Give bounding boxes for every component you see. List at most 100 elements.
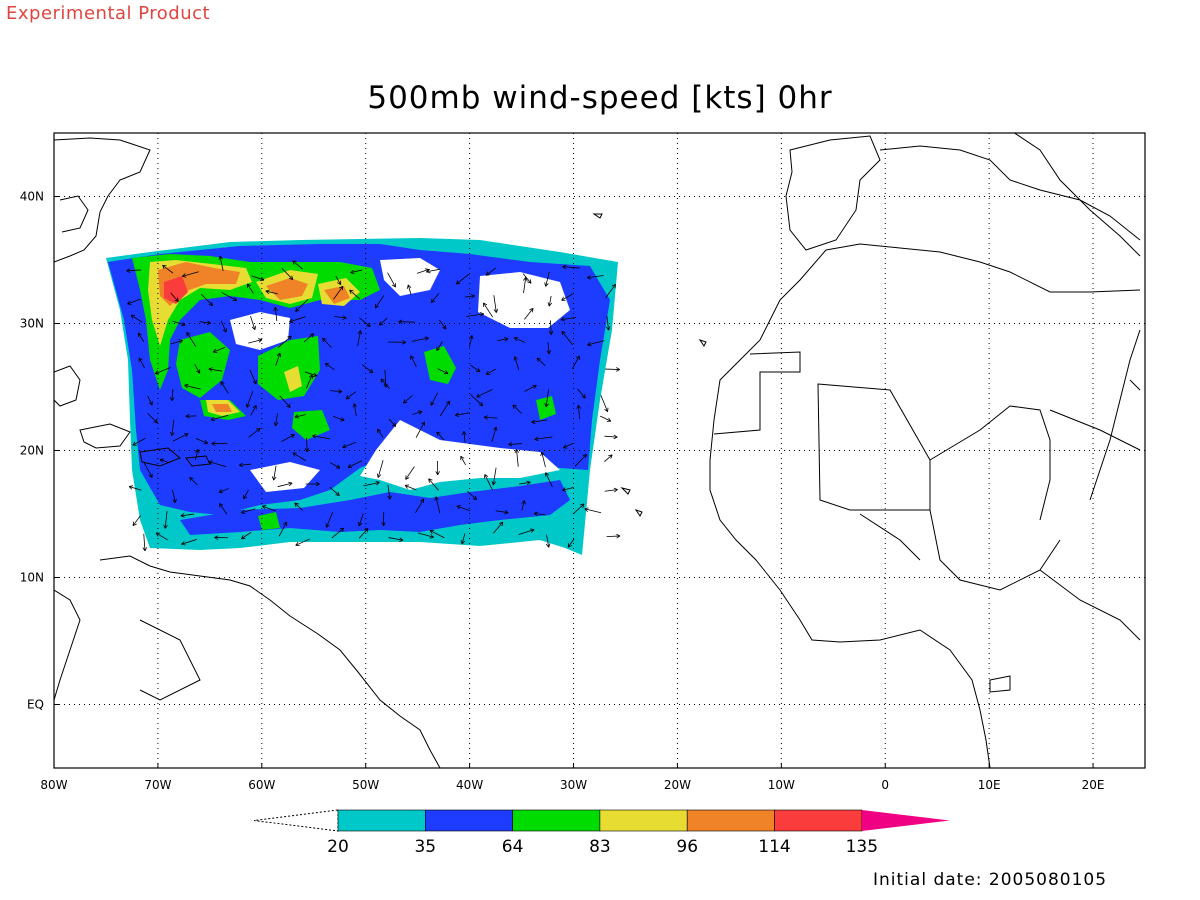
coastlines — [54, 133, 1141, 768]
wind-arrow — [273, 306, 278, 322]
wind-arrow — [292, 260, 303, 270]
experimental-product-label: Experimental Product — [6, 3, 211, 24]
graticule — [54, 133, 1145, 768]
lat-label: 10N — [20, 571, 44, 585]
wind-arrow — [387, 272, 396, 288]
wind-arrow — [305, 481, 320, 487]
lon-label: 0 — [881, 778, 889, 792]
wind-arrow — [584, 507, 602, 514]
wind-arrow — [248, 427, 261, 438]
wind-arrow — [137, 332, 145, 343]
wind-arrow — [460, 533, 466, 545]
wind-arrow — [380, 378, 391, 390]
wind-arrow — [218, 255, 224, 271]
wind-arrow — [211, 441, 228, 446]
wind-arrow — [524, 384, 537, 392]
wind-arrow — [415, 498, 425, 513]
wind-arrow — [417, 532, 434, 539]
wind-arrow — [273, 413, 279, 427]
wind-arrow — [600, 415, 612, 422]
wind-arrow — [546, 342, 552, 355]
wind-arrow — [604, 434, 618, 440]
wind-arrow — [562, 264, 580, 270]
wind-arrow — [508, 441, 522, 447]
wind-arrow — [262, 505, 277, 512]
wind-arrow — [436, 341, 443, 351]
colorbar-low-arrow — [253, 809, 339, 832]
wind-arrow — [577, 388, 586, 399]
wind-arrow — [531, 419, 548, 425]
wind-arrow — [143, 461, 153, 478]
lon-label: 40W — [456, 778, 483, 792]
wind-arrow — [574, 453, 587, 467]
wind-arrow — [485, 368, 496, 375]
wind-arrow — [127, 298, 141, 305]
wind-arrow — [200, 293, 214, 307]
wind-arrow — [132, 515, 141, 527]
wind-arrow — [277, 481, 293, 488]
wind-arrow — [536, 357, 546, 366]
wind-arrow — [361, 364, 374, 374]
lat-label: 30N — [20, 317, 44, 331]
colorbar-label: 35 — [414, 837, 436, 857]
wind-arrow — [159, 458, 170, 464]
lon-label: 10E — [978, 778, 1001, 792]
wind-arrow — [325, 511, 334, 528]
wind-arrow — [470, 364, 481, 373]
wind-arrow — [170, 339, 183, 345]
wind-arrow — [147, 413, 158, 424]
wind-arrow — [604, 454, 613, 462]
wind-arrow — [248, 338, 263, 344]
wind-arrow — [524, 307, 534, 320]
colorbar-swatch — [337, 809, 426, 832]
wind-arrow — [533, 511, 546, 517]
wind-arrow — [345, 391, 357, 400]
wind-arrow — [126, 268, 141, 273]
wind-arrow — [312, 434, 330, 440]
wind-arrow — [567, 538, 575, 548]
colorbar-swatch — [424, 809, 513, 832]
wind-arrow — [410, 355, 417, 367]
wind-arrow — [426, 268, 441, 274]
wind-arrow — [289, 316, 306, 324]
wind-arrow — [514, 449, 520, 467]
wind-arrow — [303, 333, 315, 343]
wind-arrow — [195, 438, 208, 445]
wind-arrow — [271, 465, 277, 481]
wind-arrow — [154, 367, 171, 375]
wind-arrow — [349, 289, 360, 300]
wind-arrow — [342, 441, 357, 449]
colorbar-label: 114 — [758, 837, 790, 857]
wind-arrow — [281, 267, 294, 280]
wind-arrow — [292, 452, 307, 462]
wind-arrow — [295, 299, 309, 312]
wind-arrow — [246, 283, 254, 294]
wind-arrow — [428, 478, 439, 491]
colorbar-swatch — [512, 809, 601, 832]
wind-arrow — [544, 389, 549, 408]
wind-arrow — [185, 413, 197, 419]
wind-arrow — [484, 474, 493, 491]
colorbar-label: 83 — [589, 837, 611, 857]
wind-arrow — [329, 462, 341, 469]
wind-vectors — [126, 255, 621, 552]
lat-label: 20N — [20, 444, 44, 458]
lon-label: 50W — [352, 778, 379, 792]
lon-label: 20W — [664, 778, 691, 792]
wind-arrow — [278, 521, 288, 537]
wind-arrow — [172, 489, 177, 503]
wind-arrow — [437, 368, 449, 375]
lon-label: 30W — [560, 778, 587, 792]
wind-arrow — [241, 531, 252, 540]
wind-arrow — [335, 275, 342, 285]
wind-arrow — [523, 277, 528, 294]
wind-arrow — [378, 317, 388, 326]
wind-arrow — [518, 480, 531, 486]
wind-arrow — [186, 331, 197, 347]
wind-arrow — [181, 539, 197, 546]
wind-arrow — [493, 295, 499, 313]
wind-arrow — [586, 275, 604, 280]
wind-arrow — [281, 434, 295, 443]
wind-arrow — [387, 340, 407, 345]
wind-arrow — [561, 330, 574, 346]
